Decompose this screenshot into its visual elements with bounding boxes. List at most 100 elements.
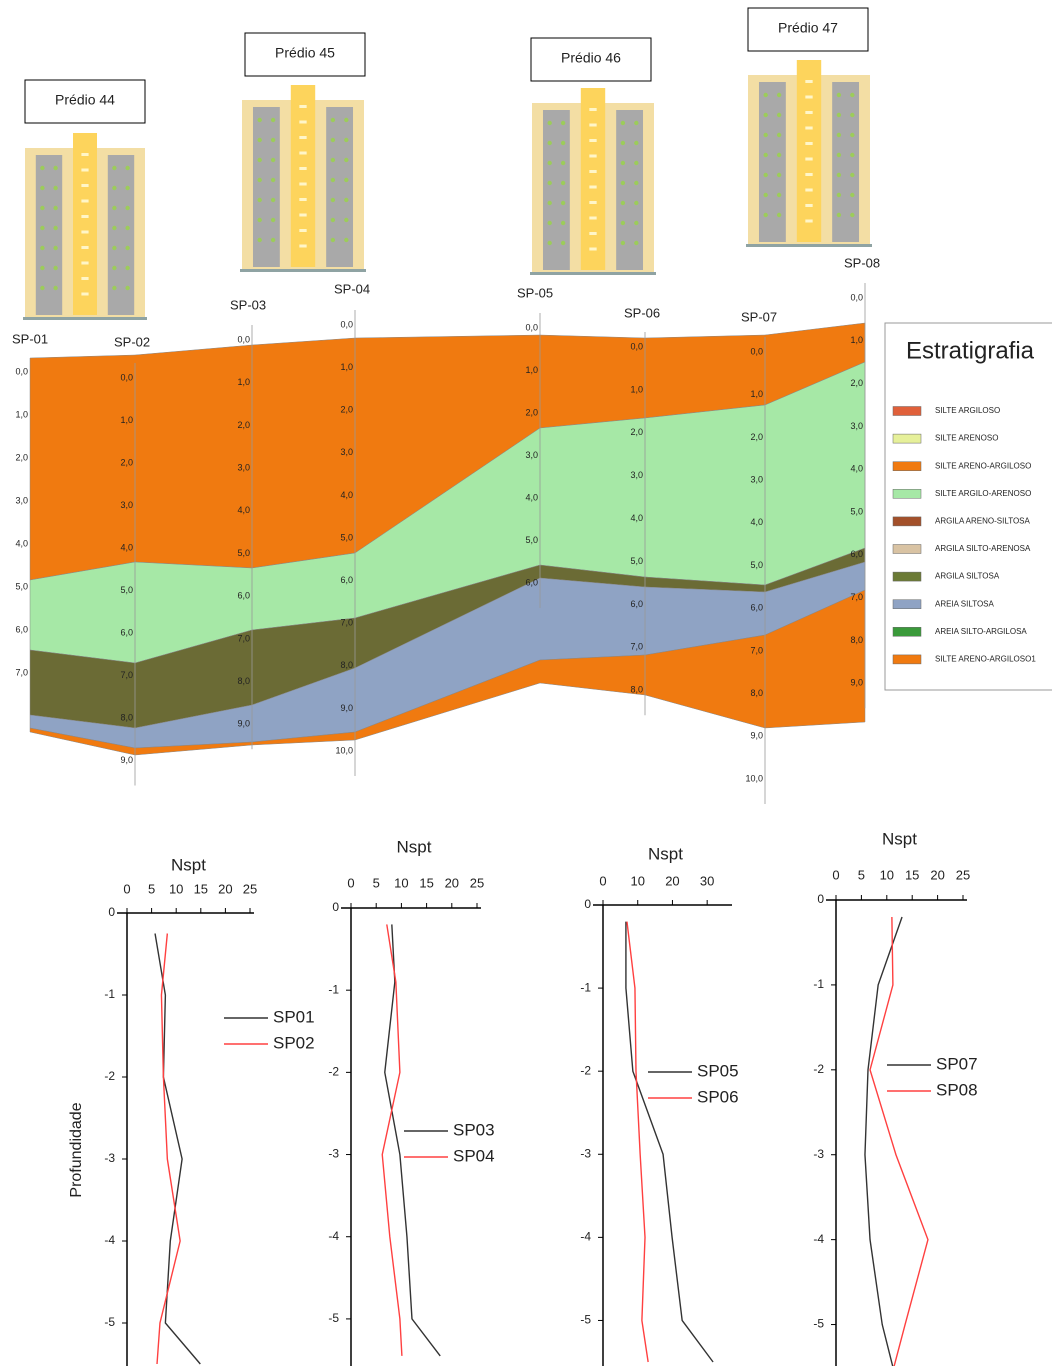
window — [330, 197, 336, 203]
y-tick-label: -1 — [328, 982, 339, 996]
window — [763, 92, 768, 98]
window — [560, 220, 566, 226]
window — [257, 237, 262, 243]
depth-label: 9,0 — [120, 755, 133, 765]
borehole-name: SP-02 — [114, 334, 150, 349]
depth-label: 8,0 — [850, 635, 863, 645]
window — [547, 120, 552, 126]
window — [330, 217, 336, 223]
borehole-name: SP-07 — [741, 309, 777, 324]
depth-label: 2,0 — [750, 432, 763, 442]
window — [589, 216, 597, 220]
legend-label: SILTE ARENO-ARGILOSO — [935, 461, 1031, 470]
window — [620, 140, 626, 146]
window — [805, 142, 813, 145]
depth-label: 4,0 — [120, 542, 133, 552]
depth-label: 2,0 — [120, 457, 133, 467]
building — [240, 85, 366, 272]
y-tick-label: -5 — [813, 1317, 824, 1331]
window — [805, 188, 813, 192]
depth-label: 3,0 — [630, 470, 643, 480]
window — [40, 185, 45, 191]
window — [634, 240, 639, 246]
depth-label: 3,0 — [525, 450, 538, 460]
legend-label: SP01 — [273, 1007, 315, 1026]
legend-label: ARGILA SILTOSA — [935, 572, 1000, 581]
tower — [107, 155, 135, 315]
window — [270, 177, 276, 183]
borehole-name: SP-03 — [230, 297, 266, 312]
series-line — [384, 924, 441, 1357]
tower — [252, 107, 280, 267]
x-tick-label: 15 — [419, 875, 433, 890]
building-label-box — [530, 37, 652, 82]
window — [125, 245, 130, 251]
window — [344, 217, 349, 223]
legend-swatch — [892, 461, 922, 471]
legend-label: SP04 — [453, 1146, 495, 1165]
window — [634, 140, 639, 146]
x-tick-label: 0 — [123, 881, 130, 896]
depth-label: 1,0 — [340, 362, 353, 372]
y-tick-label: -1 — [104, 987, 115, 1001]
window — [81, 168, 89, 172]
y-tick-label: -4 — [580, 1230, 591, 1244]
window — [81, 246, 89, 249]
depth-label: 1,0 — [237, 377, 250, 387]
window — [850, 152, 855, 158]
depth-label: 5,0 — [850, 506, 863, 516]
window — [763, 172, 768, 178]
window — [344, 197, 349, 203]
depth-label: 8,0 — [340, 660, 353, 670]
window — [330, 237, 336, 243]
depth-label: 0,0 — [630, 341, 643, 351]
window — [81, 261, 89, 265]
window — [776, 212, 782, 218]
window — [40, 165, 45, 171]
window — [53, 225, 58, 231]
window — [299, 198, 307, 201]
window — [81, 184, 89, 187]
window — [270, 157, 276, 163]
legend-label: SILTE ARENO-ARGILOSO1 — [935, 655, 1036, 664]
window — [620, 200, 626, 206]
depth-label: 5,0 — [340, 532, 353, 542]
depth-label: 7,0 — [630, 642, 643, 652]
y-tick-label: -3 — [104, 1151, 115, 1165]
depth-label: 3,0 — [237, 462, 250, 472]
window — [40, 245, 45, 251]
y-tick-label: -4 — [813, 1232, 824, 1246]
legend-label: SILTE ARGILOSO — [935, 406, 1000, 415]
window — [112, 265, 117, 271]
soil-layer — [29, 589, 866, 756]
window — [836, 112, 842, 118]
window — [560, 160, 566, 166]
depth-label: 5,0 — [15, 581, 28, 591]
depth-label: 2,0 — [850, 378, 863, 388]
legend-label: AREIA SILTOSA — [935, 599, 995, 608]
window — [850, 172, 855, 178]
depth-label: 7,0 — [120, 670, 133, 680]
depth-label: 6,0 — [120, 627, 133, 637]
window — [257, 177, 262, 183]
center-tower — [73, 133, 97, 315]
series-line — [625, 921, 714, 1363]
window — [634, 120, 639, 126]
window — [776, 112, 782, 118]
x-tick-label: 25 — [470, 875, 484, 890]
depth-label: 5,0 — [630, 556, 643, 566]
y-tick-label: -4 — [104, 1233, 115, 1247]
series-line — [156, 933, 181, 1365]
window — [805, 157, 813, 161]
window — [53, 245, 58, 251]
window — [547, 200, 552, 206]
y-tick-label: 0 — [817, 892, 824, 906]
depth-label: 2,0 — [15, 452, 28, 462]
window — [805, 80, 813, 83]
borehole-name: SP-05 — [517, 285, 553, 300]
depth-label: 2,0 — [340, 405, 353, 415]
borehole-name: SP-06 — [624, 305, 660, 320]
depth-label: 5,0 — [750, 560, 763, 570]
y-tick-label: -2 — [104, 1069, 115, 1083]
window — [805, 126, 813, 130]
